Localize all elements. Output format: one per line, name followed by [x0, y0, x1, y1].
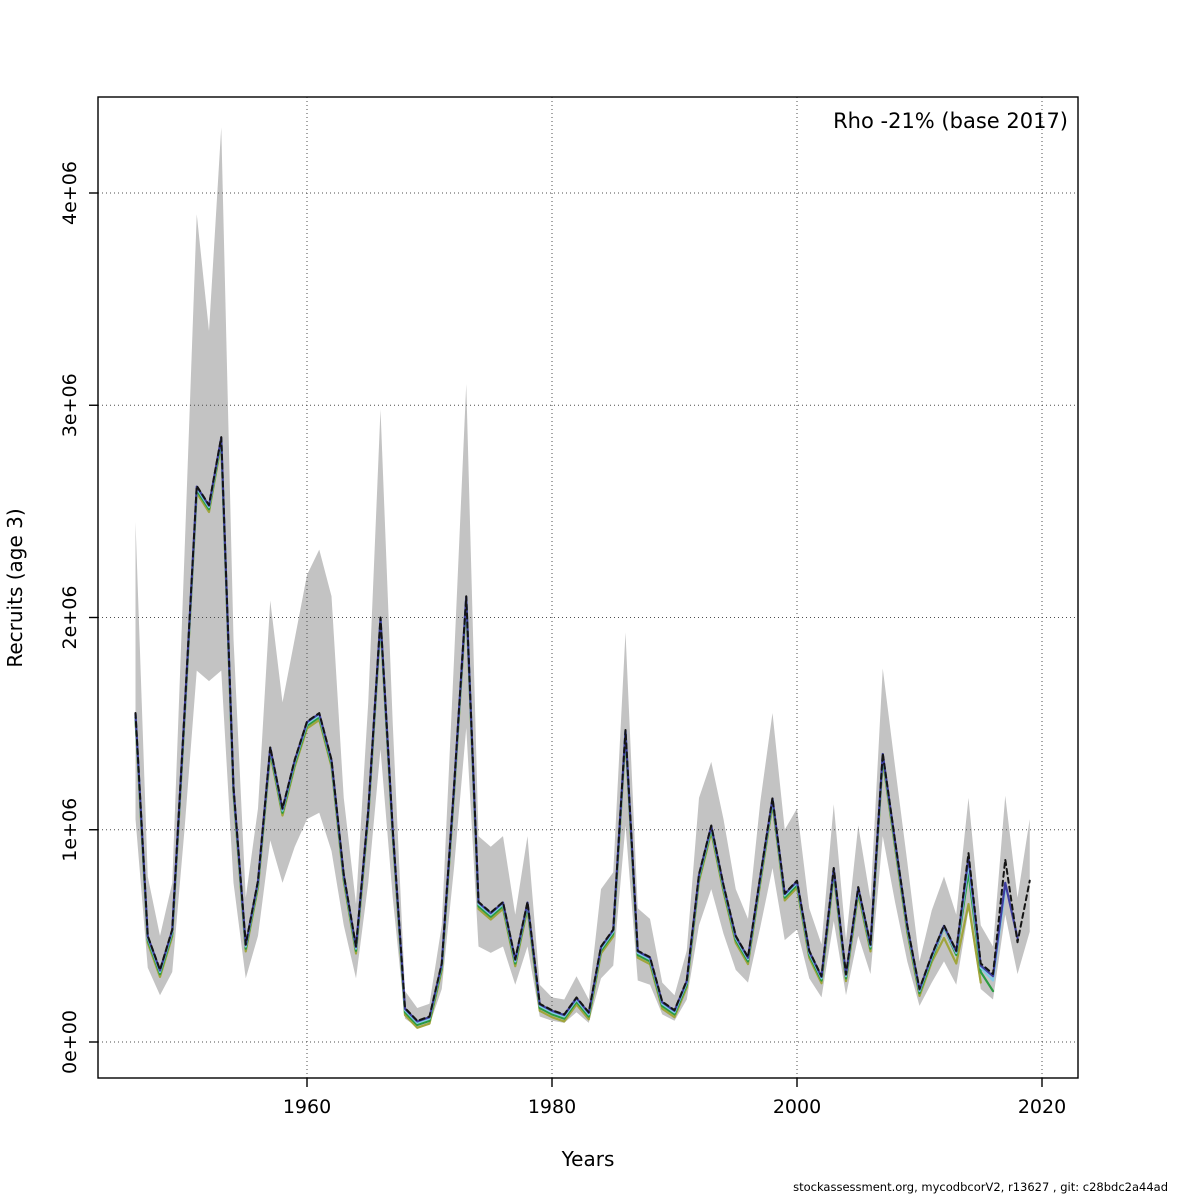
plot-border-box	[97, 96, 1079, 1079]
base-run-dashed-black	[134, 436, 1031, 1022]
rho-annotation: Rho -21% (base 2017)	[833, 109, 1068, 133]
x-tick-label-2020: 2020	[1018, 1096, 1066, 1118]
x-tick-label-1980: 1980	[528, 1096, 576, 1118]
series-lines-layer	[134, 436, 1031, 1029]
confidence-band-layer	[135, 127, 1030, 1028]
confidence-band	[135, 127, 1030, 1028]
y-tick-label-3e+06: 3e+06	[59, 373, 81, 437]
footer-credit: stockassessment.org, mycodbcorV2, r13627…	[793, 1180, 1168, 1194]
x-tick-label-2000: 2000	[773, 1096, 821, 1118]
gridline-layer	[98, 97, 1078, 1078]
y-tick-label-4e+06: 4e+06	[59, 161, 81, 225]
y-axis-title: Recruits (age 3)	[3, 508, 27, 667]
y-tick-label-2e+06: 2e+06	[59, 586, 81, 650]
x-tick-label-1960: 1960	[283, 1096, 331, 1118]
y-tick-label-0e+00: 0e+00	[59, 1010, 81, 1074]
y-tick-label-1e+06: 1e+06	[59, 798, 81, 862]
x-axis-title: Years	[561, 1147, 615, 1171]
axis-ticks-layer: 1960 1980 2000 2020 0e+00 1e+06 2e+06 3e+06 4e+0…	[59, 161, 1066, 1118]
